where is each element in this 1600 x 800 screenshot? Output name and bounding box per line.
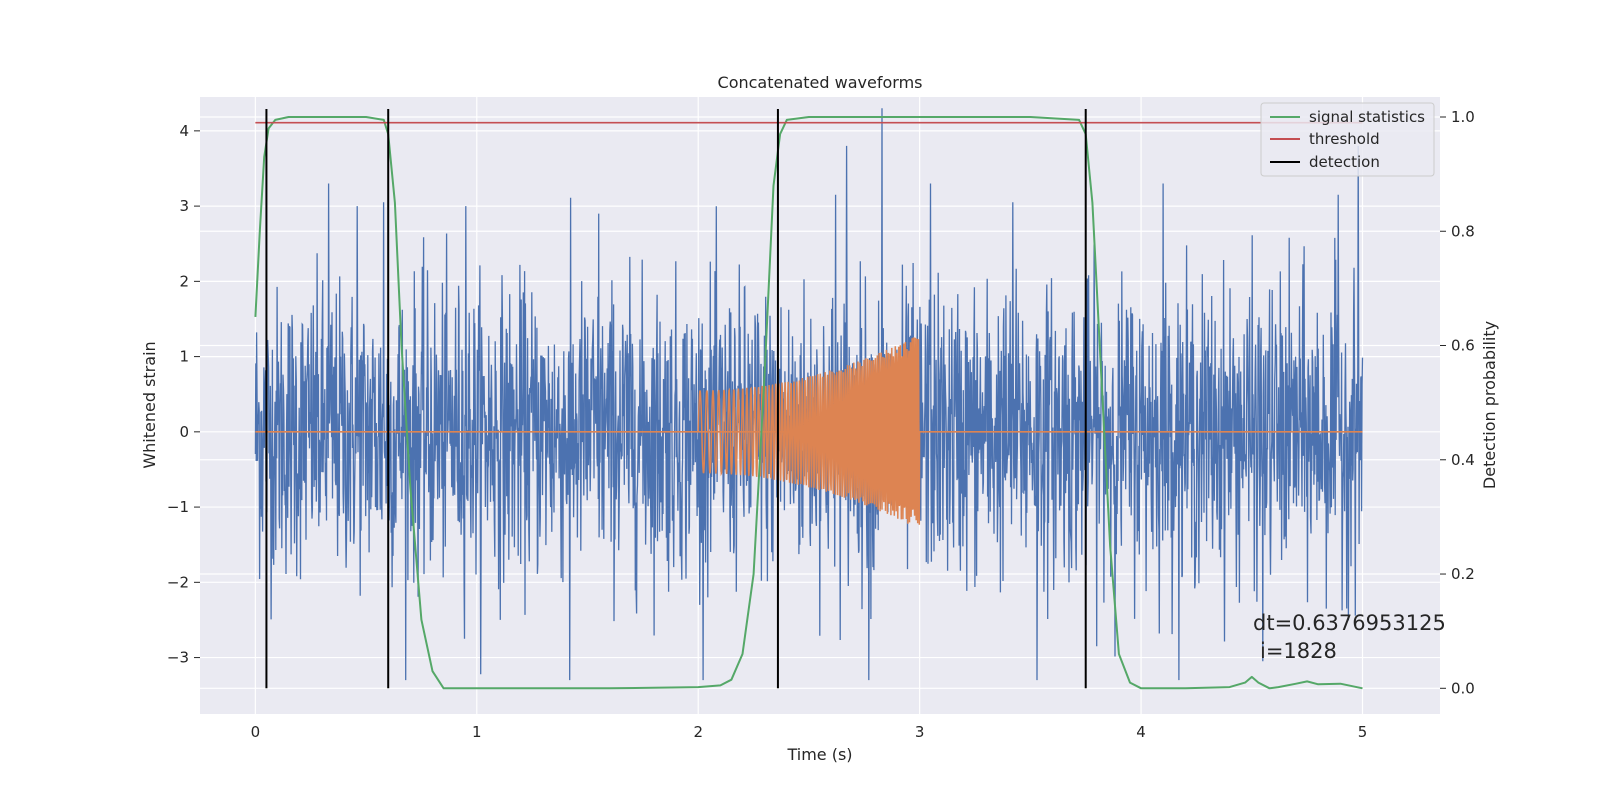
signal-statistics-series bbox=[254, 116, 1363, 690]
strain-series bbox=[254, 108, 1364, 681]
y-tick-label: −3 bbox=[167, 649, 189, 667]
y-tick-label: −2 bbox=[167, 573, 189, 591]
y2-tick-label: 0.8 bbox=[1451, 222, 1475, 240]
y2-tick-label: 0.0 bbox=[1451, 679, 1475, 697]
y2-tick-label: 1.0 bbox=[1451, 108, 1475, 126]
y2-tick-label: 0.2 bbox=[1451, 565, 1475, 583]
legend: signal statistics threshold detection bbox=[1260, 102, 1435, 177]
chart-title: Concatenated waveforms bbox=[718, 73, 923, 92]
legend-label-threshold: threshold bbox=[1309, 130, 1380, 148]
y-tick-label: 3 bbox=[179, 197, 189, 215]
y-tick-label: 1 bbox=[179, 348, 189, 366]
x-axis-label: Time (s) bbox=[786, 745, 852, 764]
y-tick-label: 2 bbox=[179, 272, 189, 290]
y-tick-label: 4 bbox=[179, 122, 189, 140]
signal-statistics-line bbox=[254, 116, 1363, 690]
legend-label-detection: detection bbox=[1309, 153, 1380, 171]
x-tick-label: 2 bbox=[693, 723, 703, 741]
x-tick-label: 4 bbox=[1136, 723, 1146, 741]
x-tick-label: 0 bbox=[251, 723, 261, 741]
chirp-series bbox=[255, 337, 1363, 525]
y-tick-label: 0 bbox=[179, 423, 189, 441]
strain-line bbox=[254, 108, 1364, 681]
y2-axis-label: Detection probability bbox=[1480, 321, 1499, 489]
legend-label-signal-statistics: signal statistics bbox=[1309, 108, 1425, 126]
y-axis-label: Whitened strain bbox=[140, 341, 159, 468]
detection-series bbox=[265, 108, 1087, 689]
legend-box bbox=[1260, 102, 1435, 177]
x-tick-label: 3 bbox=[915, 723, 925, 741]
chirp-line bbox=[697, 337, 921, 525]
annotation-dt: dt=0.6376953125 bbox=[1253, 611, 1446, 635]
x-tick-label: 1 bbox=[472, 723, 482, 741]
y-tick-label: −1 bbox=[167, 498, 189, 516]
y2-tick-label: 0.6 bbox=[1451, 337, 1475, 355]
x-tick-label: 5 bbox=[1358, 723, 1368, 741]
axis-ticks: 0 1 2 3 4 5 −3 −2 −1 0 1 2 3 4 0.0 0.2 0.4 0.6 0.8 1.0 bbox=[167, 108, 1475, 741]
y2-tick-label: 0.4 bbox=[1451, 451, 1475, 469]
annotation-index: i=1828 bbox=[1260, 639, 1337, 663]
